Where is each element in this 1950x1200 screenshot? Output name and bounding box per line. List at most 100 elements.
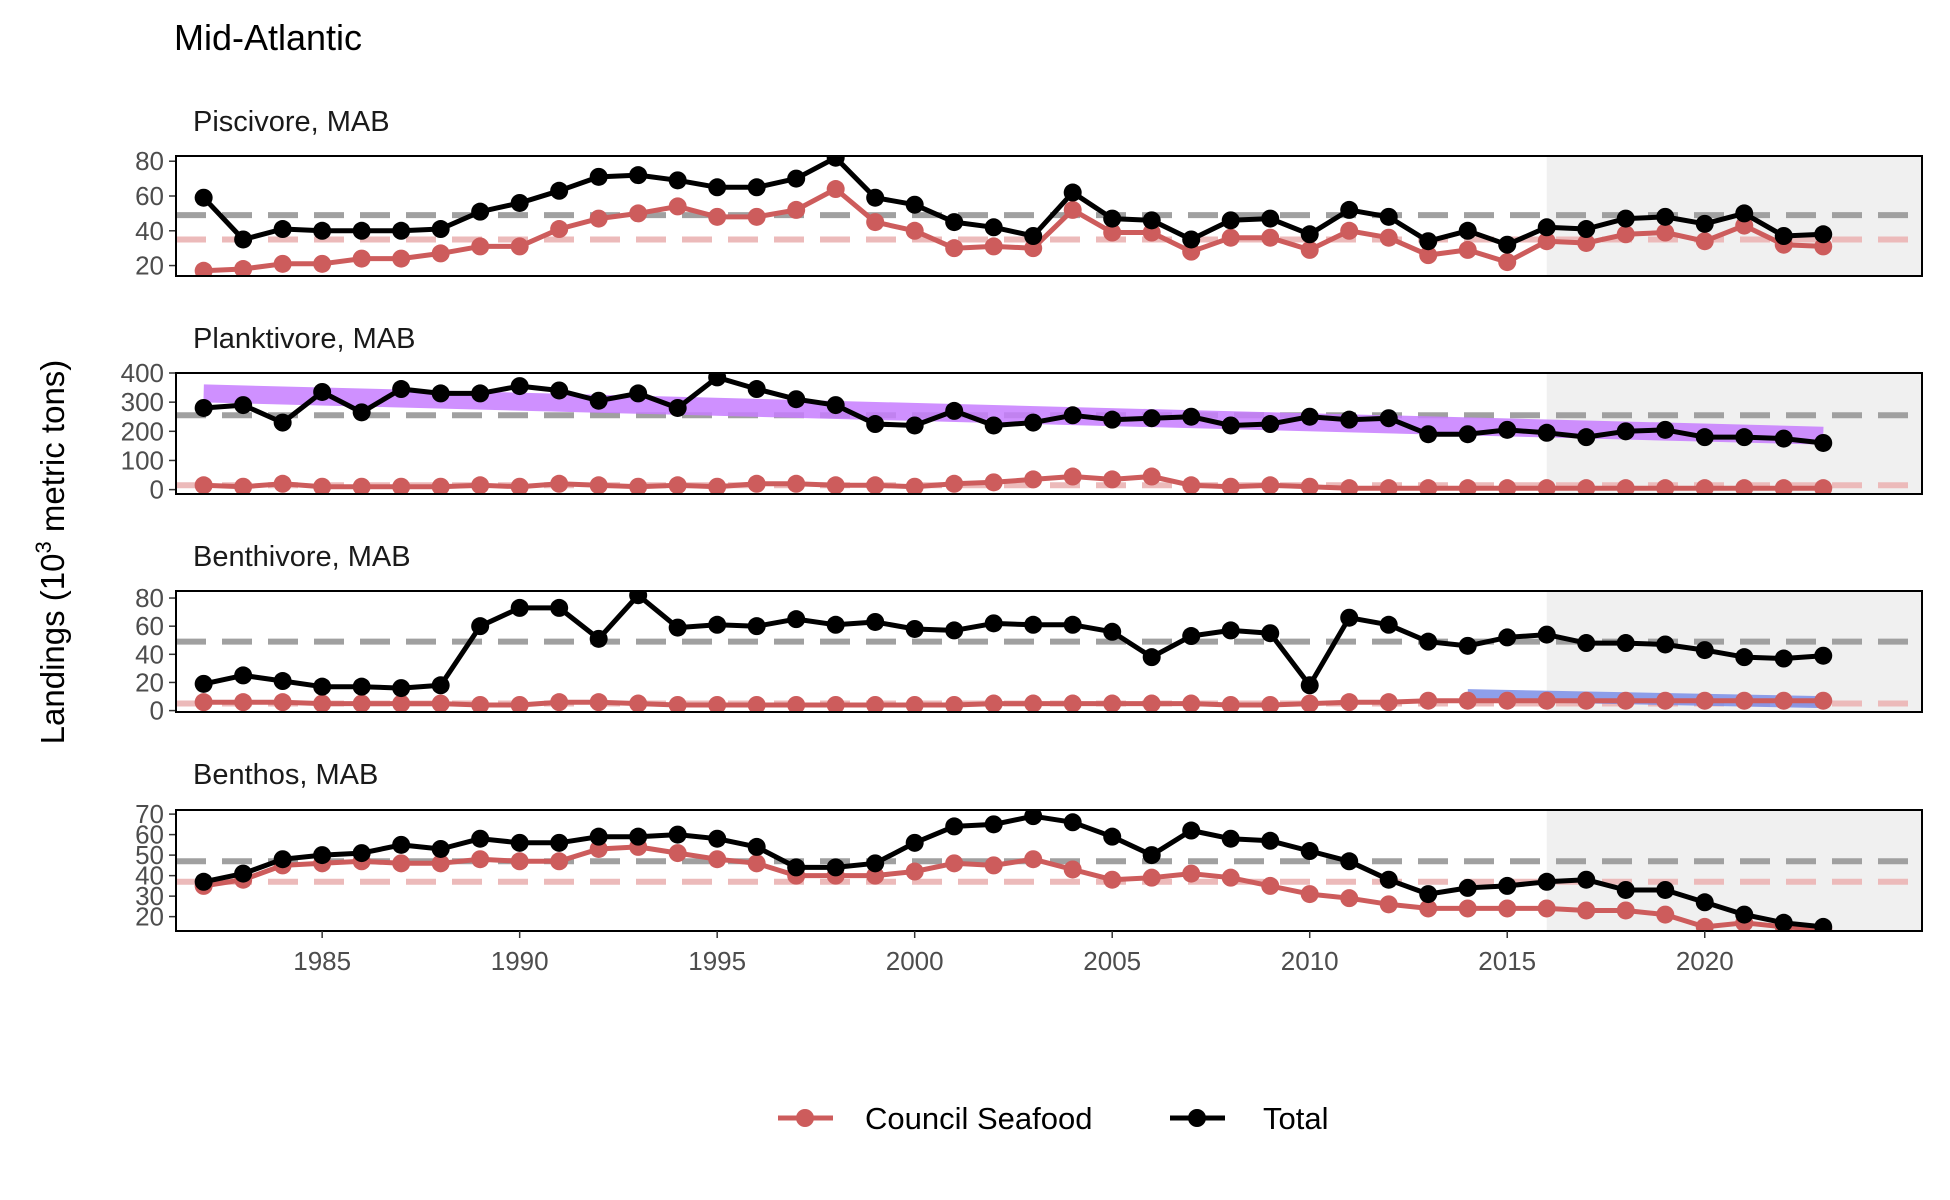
total-point (1695, 428, 1714, 447)
council-seafood-point (1616, 901, 1635, 920)
total-point (826, 156, 845, 167)
total-point (313, 221, 332, 240)
council-seafood-point (1814, 691, 1833, 710)
council-seafood-point (392, 477, 411, 494)
council-seafood-point (708, 850, 727, 869)
council-seafood-point (1498, 253, 1517, 272)
total-point (1735, 905, 1754, 924)
legend-council-label: Council Seafood (865, 1101, 1093, 1136)
total-point (234, 864, 253, 883)
total-point (905, 619, 924, 638)
total-point (1735, 428, 1754, 447)
total-point (550, 598, 569, 617)
total-point (234, 666, 253, 685)
council-seafood-point (1340, 693, 1359, 712)
council-seafood-point (1379, 479, 1398, 494)
total-point (1379, 409, 1398, 428)
y-tick-label: 100 (121, 445, 164, 475)
total-point (1458, 221, 1477, 240)
council-seafood-point (431, 244, 450, 263)
y-tick-label: 40 (135, 639, 164, 669)
council-seafood-point (1656, 691, 1675, 710)
total-point (747, 617, 766, 636)
total-point (1142, 846, 1161, 865)
legend-council-key-point (796, 1109, 814, 1127)
council-seafood-point (589, 209, 608, 228)
total-point (1774, 429, 1793, 448)
council-seafood-point (1695, 232, 1714, 251)
y-axis-label: Landings (103 metric tons) (31, 360, 71, 745)
council-seafood-point (866, 866, 885, 885)
council-seafood-point (708, 477, 727, 494)
total-point (668, 398, 687, 417)
total-point (905, 195, 924, 214)
council-seafood-point (1103, 223, 1122, 242)
council-seafood-point (866, 695, 885, 712)
total-point (1656, 207, 1675, 226)
total-point (1379, 615, 1398, 634)
council-seafood-point (1498, 691, 1517, 710)
total-point (984, 218, 1003, 237)
total-point (1340, 608, 1359, 627)
council-seafood-point (1261, 876, 1280, 895)
council-seafood-point (668, 197, 687, 216)
council-seafood-point (1537, 899, 1556, 918)
total-point (1774, 913, 1793, 931)
council-seafood-point (392, 249, 411, 268)
council-seafood-point (1379, 895, 1398, 914)
total-point (1419, 885, 1438, 904)
council-seafood-point (1577, 901, 1596, 920)
total-point (1024, 413, 1043, 432)
council-seafood-point (905, 477, 924, 494)
total-point (1182, 627, 1201, 646)
council-seafood-point (905, 862, 924, 881)
total-point (550, 381, 569, 400)
council-seafood-point (708, 695, 727, 712)
council-seafood-point (1419, 691, 1438, 710)
council-seafood-point (984, 694, 1003, 712)
council-seafood-point (1103, 870, 1122, 889)
council-seafood-point (1458, 479, 1477, 494)
total-point (1103, 827, 1122, 846)
total-point (1419, 232, 1438, 251)
council-seafood-point (234, 477, 253, 494)
x-tick-label: 2020 (1676, 946, 1734, 976)
total-point (945, 621, 964, 640)
panel-plot-area (176, 373, 1922, 494)
total-point (905, 416, 924, 435)
y-tick-label: 60 (135, 181, 164, 211)
council-seafood-point (1063, 860, 1082, 879)
council-seafood-point (1340, 889, 1359, 908)
council-seafood-point (1063, 200, 1082, 219)
x-axis: 1985 1990 1995 2000 2005 2010 2015 2020 (293, 931, 1734, 976)
council-seafood-point (1300, 694, 1319, 712)
total-point (550, 833, 569, 852)
council-seafood-point (747, 207, 766, 226)
council-seafood-point (1616, 479, 1635, 494)
total-point (1577, 870, 1596, 889)
council-seafood-point (945, 854, 964, 873)
council-seafood-point (313, 254, 332, 273)
total-point (1537, 423, 1556, 442)
council-seafood-point (905, 695, 924, 712)
total-point (668, 825, 687, 844)
council-seafood-point (826, 695, 845, 712)
council-seafood-point (1261, 228, 1280, 247)
panel-plot-area (176, 810, 1922, 931)
total-point (1458, 878, 1477, 897)
council-seafood-point (1261, 476, 1280, 494)
total-point (510, 193, 529, 212)
council-seafood-point (1498, 479, 1517, 494)
council-seafood-point (273, 254, 292, 273)
council-seafood-point (747, 854, 766, 873)
total-point (1221, 829, 1240, 848)
facet-label: Planktivore, MAB (193, 323, 415, 355)
total-point (984, 416, 1003, 435)
total-point (984, 614, 1003, 633)
council-seafood-point (1577, 691, 1596, 710)
total-point (392, 221, 411, 240)
total-point (1103, 209, 1122, 228)
